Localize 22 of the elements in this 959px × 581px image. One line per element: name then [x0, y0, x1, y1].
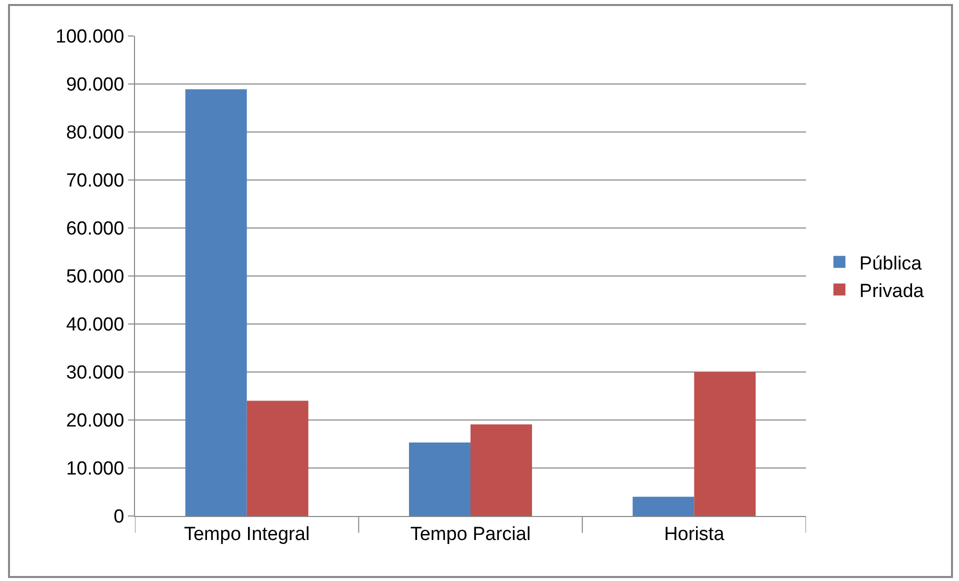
- x-tick-label: Tempo Parcial: [410, 524, 531, 545]
- bar: [408, 442, 470, 516]
- bar: [470, 424, 532, 516]
- y-tick-label: 0: [114, 506, 124, 528]
- y-tick-label: 70.000: [66, 170, 124, 192]
- x-tick-label: Tempo Integral: [184, 524, 310, 545]
- bar: [694, 372, 756, 516]
- y-tick-label: 90.000: [66, 74, 124, 96]
- y-tick-label: 100.000: [56, 26, 124, 48]
- bar: [185, 89, 247, 516]
- y-tick-label: 60.000: [66, 218, 124, 240]
- bar: [246, 400, 308, 516]
- x-tick-label: Horista: [664, 524, 725, 545]
- bar: [632, 496, 694, 516]
- legend-label: Privada: [859, 280, 924, 302]
- y-tick-label: 40.000: [66, 314, 124, 336]
- y-tick-label: 20.000: [66, 410, 124, 432]
- y-tick-label: 50.000: [66, 266, 124, 288]
- y-tick-label: 80.000: [66, 122, 124, 144]
- y-tick-label: 10.000: [66, 458, 124, 480]
- y-tick-label: 30.000: [66, 362, 124, 384]
- legend-label: Pública: [859, 253, 922, 274]
